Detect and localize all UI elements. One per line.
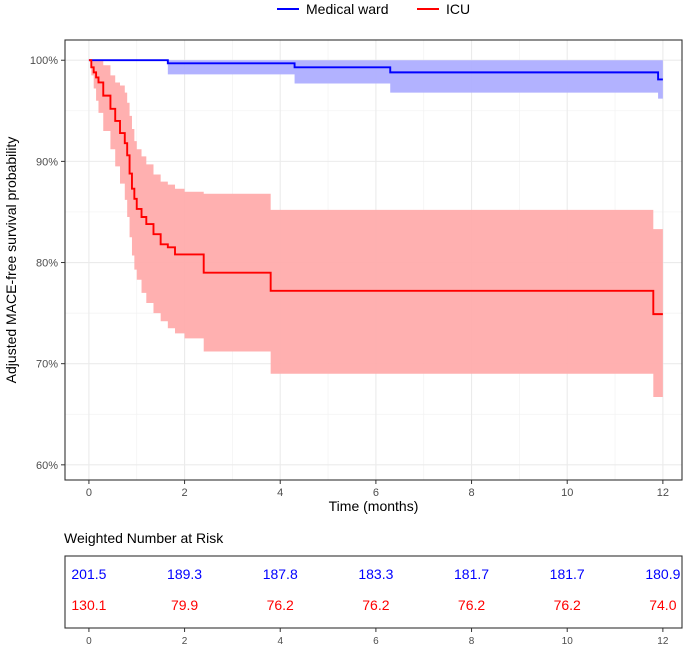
x-tick-label: 4 [277,487,283,499]
x-tick-label: 10 [561,487,573,499]
x-tick-label: 12 [657,487,669,499]
y-tick-label: 70% [36,359,58,371]
risk-table-cell: 76.2 [267,597,294,613]
risk-x-tick-label: 8 [469,636,475,647]
risk-x-tick-label: 4 [277,636,283,647]
x-tick-label: 0 [86,487,92,499]
risk-table-cell: 187.8 [263,566,298,582]
plot-area: 0 2 4 6 8 10 12 60% 70% 80% 90% 100% Time (months) Ad… [3,39,683,514]
risk-table-cell: 76.2 [362,597,389,613]
plot-border [64,39,683,481]
confidence-band-icu [88,60,663,398]
risk-table-title: Weighted Number at Risk [64,530,224,546]
legend-label: ICU [446,1,470,17]
x-tick-label: 8 [468,487,474,499]
risk-table-cell: 189.3 [167,566,202,582]
y-tick-label: 90% [36,156,58,168]
x-axis-title: Time (months) [329,498,419,514]
risk-table-cell: 181.7 [454,566,489,582]
risk-table-cell: 79.9 [171,597,198,613]
risk-table: Weighted Number at Risk 201.5 189.3 187.8 18… [64,530,683,647]
risk-table-cell: 130.1 [71,597,106,613]
survival-curve-medical-ward [88,59,663,81]
legend: Medical ward ICU [277,1,470,17]
legend-label: Medical ward [306,1,388,17]
risk-table-cell: 76.2 [458,597,485,613]
x-tick-label: 2 [182,487,188,499]
risk-x-tick-label: 10 [562,636,574,647]
risk-table-cell: 183.3 [358,566,393,582]
risk-x-tick-label: 6 [373,636,379,647]
risk-table-cell: 76.2 [554,597,581,613]
risk-table-cell: 180.9 [645,566,680,582]
survival-curve-icu [88,59,663,316]
x-tick-label: 6 [373,487,379,499]
risk-table-cell: 201.5 [71,566,106,582]
risk-x-tick-label: 12 [657,636,669,647]
risk-table-cell: 181.7 [550,566,585,582]
y-axis-title: Adjusted MACE-free survival probability [3,137,19,384]
y-tick-label: 100% [30,55,58,67]
y-tick-label: 60% [36,460,58,472]
risk-x-tick-label: 0 [86,636,92,647]
risk-table-cell: 74.0 [649,597,676,613]
risk-x-tick-label: 2 [182,636,188,647]
confidence-band-medical-ward [88,60,663,99]
y-tick-label: 80% [36,258,58,270]
risk-table-border [64,555,683,629]
